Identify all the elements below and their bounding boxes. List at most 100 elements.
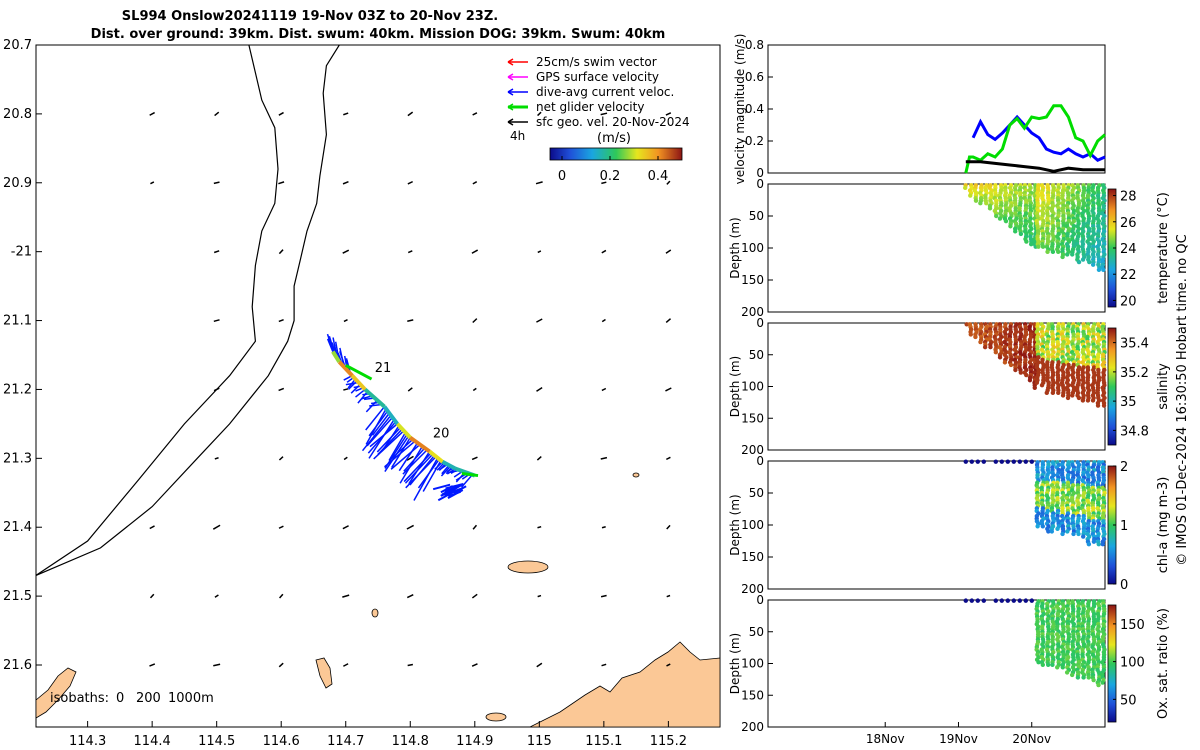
map-x-tick-label: 114.7 (327, 734, 364, 749)
surface-sample (1011, 459, 1017, 464)
panel-salinity: 0 50 100 150 200 Depth (m) 34.8 35 35.2 35.4 salin… (728, 316, 1171, 457)
geo-velocity-arrow (407, 663, 414, 667)
dive-avg-current-vector (447, 489, 464, 499)
profile-sample (982, 344, 988, 350)
profile-sample (1085, 398, 1091, 403)
profile-sample (984, 201, 989, 206)
colorbar-tick-label: 100 (1120, 656, 1145, 671)
surface-sample (993, 459, 999, 464)
depth-axis-label: Depth (m) (728, 494, 742, 555)
geo-velocity-arrow (343, 456, 348, 461)
profile-sample (1008, 224, 1013, 229)
title-line-2: Dist. over ground: 39km. Dist. swum: 40k… (91, 27, 666, 42)
profile-sample (997, 216, 1003, 221)
geo-velocity-arrow (665, 318, 672, 324)
geo-velocity-arrow (600, 112, 608, 116)
surface-sample (1017, 598, 1023, 603)
legend-arrowhead (507, 58, 514, 66)
profile-sample (1090, 398, 1096, 403)
geo-velocity-arrow (407, 387, 413, 392)
geo-velocity-arrow (406, 455, 414, 461)
surface-sample (1005, 459, 1011, 464)
geo-velocity-arrow (214, 111, 220, 117)
geo-velocity-arrow (665, 249, 672, 254)
geo-velocity-arrow (536, 662, 543, 668)
depth-axis-label: Depth (m) (728, 633, 742, 694)
colorbar-tick-label: 35.4 (1120, 337, 1149, 352)
surface-sample (999, 459, 1005, 464)
map-x-ticks: 114.3 114.4 114.5 114.6 114.7 114.8 114.9 115 11… (69, 721, 687, 749)
profile-sample (1046, 529, 1051, 534)
colorbar-label: Ox. sat. ratio (%) (1156, 608, 1171, 719)
surface-sample (963, 598, 969, 603)
profile-sample (1013, 229, 1018, 234)
profile-sample (1065, 395, 1071, 401)
profile-sample (1070, 393, 1075, 398)
profile-sample (1036, 660, 1041, 665)
profile-sample (1018, 231, 1024, 237)
map-annotations: 21 20 (375, 361, 450, 441)
geo-velocity-arrow (343, 663, 349, 667)
depth-tick-label: 200 (741, 305, 764, 319)
colorbar-tick-label: 2 (1120, 460, 1128, 475)
profile-sample (963, 185, 968, 191)
map-y-tick-label: 20.9 (3, 176, 32, 191)
dive-avg-current-vector (390, 438, 414, 460)
geo-velocity-arrow (666, 663, 671, 667)
dive-avg-current-vector (366, 416, 394, 447)
geo-velocity-arrow (213, 250, 220, 254)
map-y-tick-label: 21.2 (3, 382, 32, 397)
profile-sample (973, 198, 979, 203)
geo-velocity-arrow (342, 594, 350, 598)
colorbar-tick-label: 35.2 (1120, 366, 1149, 381)
geo-velocity-arrow (601, 525, 606, 529)
depth-tick-label: 50 (749, 486, 764, 500)
track-day-label: 21 (375, 361, 392, 376)
isobath-value-0: 0 (116, 691, 124, 706)
footer-credit: © IMOS 01-Dec-2024 16:30:50 Hobart time.… (1175, 234, 1190, 565)
profile-sample (1050, 249, 1056, 255)
surface-sample (1029, 459, 1035, 464)
map-x-tick-label: 115.2 (650, 734, 687, 749)
colorbar-label: temperature (°C) (1156, 192, 1171, 304)
legend-arrowhead (507, 88, 514, 96)
colorbar-tick-label: 20 (1120, 294, 1137, 309)
dive-avg-current-vector (390, 443, 421, 470)
profile-sample (1008, 362, 1014, 368)
track-segment (395, 422, 412, 440)
map-colorbar-ticks: 0 0.2 0.4 (558, 156, 668, 184)
geo-velocity-arrow (600, 456, 608, 460)
geo-velocity-arrow (278, 318, 284, 323)
isobath-value-200: 200 (136, 691, 161, 706)
geo-velocity-arrow (214, 457, 219, 460)
coastline-bay (36, 45, 340, 576)
track-segment (441, 460, 457, 471)
map-x-tick-label: 114.3 (69, 734, 106, 749)
dive-avg-current-vector (376, 426, 402, 453)
profile-sample (1065, 529, 1070, 534)
net-glider-velocity-arrow (345, 364, 373, 381)
profile-sample (1086, 542, 1092, 547)
geo-velocity-arrow (665, 387, 672, 392)
time-tick-label: 20Nov (1012, 732, 1051, 746)
dive-avg-current-vector (445, 486, 464, 496)
colorbar-tick-label: 34.8 (1120, 424, 1149, 439)
geo-velocity-arrow (406, 524, 414, 530)
track-segment (337, 360, 354, 378)
profile-sample (1045, 662, 1051, 667)
profile-sample (1100, 680, 1105, 685)
time-tick-label: 19Nov (939, 732, 978, 746)
track-map: 114.3 114.4 114.5 114.6 114.7 114.8 114.9 115 11… (3, 38, 721, 749)
geo-velocity-arrow (471, 663, 478, 667)
geo-velocity-arrow (472, 112, 478, 116)
geo-velocity-arrow (278, 249, 284, 255)
profile-sample (987, 206, 993, 211)
surface-sample (1023, 598, 1029, 603)
geo-velocity-arrow (278, 593, 284, 599)
map-x-tick-label: 114.6 (263, 734, 300, 749)
geo-velocity-arrow (537, 594, 542, 598)
geo-velocity-arrow (537, 525, 542, 529)
map-y-tick-label: 20.7 (3, 38, 32, 53)
